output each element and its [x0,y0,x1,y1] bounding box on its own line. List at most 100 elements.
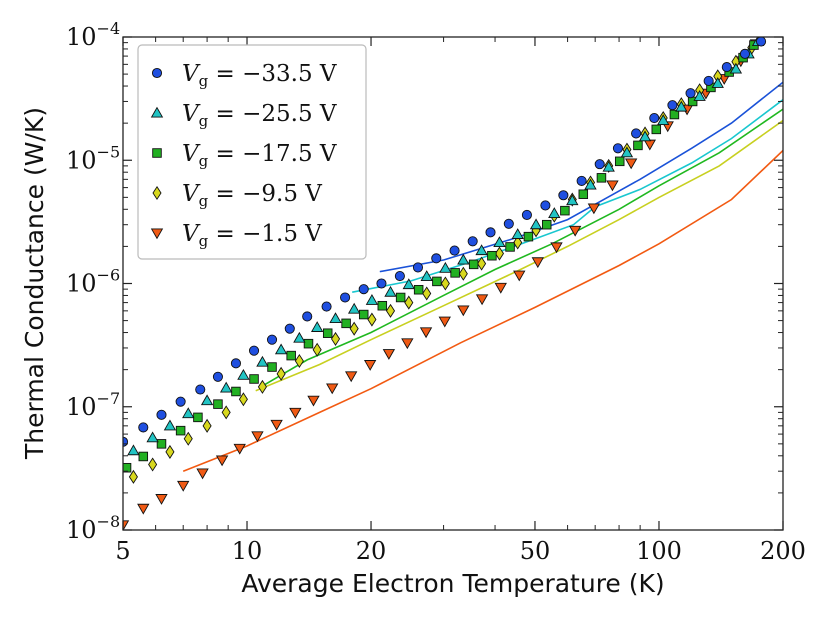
data-point [358,309,369,320]
x-tick-label: 10 [232,537,263,565]
legend-label: Vg = −17.5 V [182,141,337,170]
data-point [395,292,406,303]
series-1 [127,37,765,456]
data-point [755,37,767,47]
x-tick-label: 20 [356,537,387,565]
data-point [703,75,714,86]
data-point [165,444,175,459]
data-point [270,419,283,431]
data-point [200,394,214,406]
data-point [156,409,167,420]
data-point [548,207,561,218]
theory-line-0 [379,81,783,273]
data-point [330,331,341,346]
legend-marker [151,67,163,79]
data-point [307,395,320,407]
data-point [128,469,138,484]
data-point [494,246,504,261]
data-point [631,128,642,139]
data-point [494,282,507,294]
data-point [138,422,149,433]
legend-marker [152,185,162,201]
data-point [513,270,526,282]
data-points [123,37,767,530]
data-point [394,270,405,282]
data-point [531,257,544,269]
data-point [293,331,306,343]
legend-box [137,44,367,260]
data-point [721,62,732,73]
x-tick-label: 5 [115,537,130,565]
data-point [310,321,324,332]
data-point [457,305,470,317]
data-point [221,405,231,420]
data-point [602,160,615,172]
data-point [440,276,450,291]
legend-item: Vg = −17.5 V [152,141,337,170]
data-point [649,112,660,124]
data-point [267,362,277,372]
y-tick-label: 10−6 [66,266,120,298]
data-point [233,443,246,455]
y-tick-label: 10−4 [66,19,120,51]
data-point [569,225,582,237]
data-point [521,209,532,220]
series-0 [123,37,767,447]
data-point [123,462,132,473]
data-point [432,276,442,287]
data-point [587,203,601,215]
data-point [576,175,587,186]
data-point [377,300,388,311]
data-point [341,318,351,329]
data-point [468,259,479,270]
data-point [412,262,424,273]
y-axis-label: Thermal Conductance (W/K) [20,107,49,460]
data-point [404,295,414,310]
data-point [376,278,387,289]
data-point [439,261,452,273]
data-point [358,284,369,295]
legend-label: Vg = −25.5 V [182,101,337,130]
data-point [711,77,724,88]
data-point [195,384,206,395]
data-point [739,48,751,59]
data-point [321,301,332,312]
data-point [651,124,662,135]
data-point [614,156,625,167]
data-point [594,159,605,170]
data-point [633,140,643,151]
data-point [123,520,130,530]
data-point [303,338,314,349]
data-point [175,396,186,407]
data-point [606,180,619,192]
data-point [578,189,589,199]
data-point [401,338,414,350]
data-point [182,407,195,419]
data-point [450,268,460,278]
data-point [213,399,223,409]
data-point [477,256,487,271]
data-point [231,386,241,397]
data-point [276,366,286,381]
legend-label: Vg = −9.5 V [182,181,322,210]
data-point [274,343,288,355]
axis-ticks: 5 10 20 50 100 200 10−8 10−7 10−6 10−5 10−4 [66,19,806,565]
data-point [385,303,396,318]
data-point [657,114,670,126]
data-point [256,355,269,367]
data-point [566,194,579,206]
legend-label: Vg = −33.5 V [182,61,337,90]
data-point [413,284,424,295]
data-point [584,178,597,190]
data-point [326,383,339,395]
data-point [431,253,442,264]
y-tick-label: 10−7 [66,389,120,421]
data-point [340,292,351,303]
data-point [202,418,212,433]
y-tick-label: 10−8 [66,512,120,544]
data-point [196,468,209,480]
data-point [163,419,177,431]
legend: Vg = −33.5 V Vg = −25.5 V Vg = −17.5 V Vg =… [137,44,367,260]
data-point [183,431,193,446]
data-point [156,439,167,449]
